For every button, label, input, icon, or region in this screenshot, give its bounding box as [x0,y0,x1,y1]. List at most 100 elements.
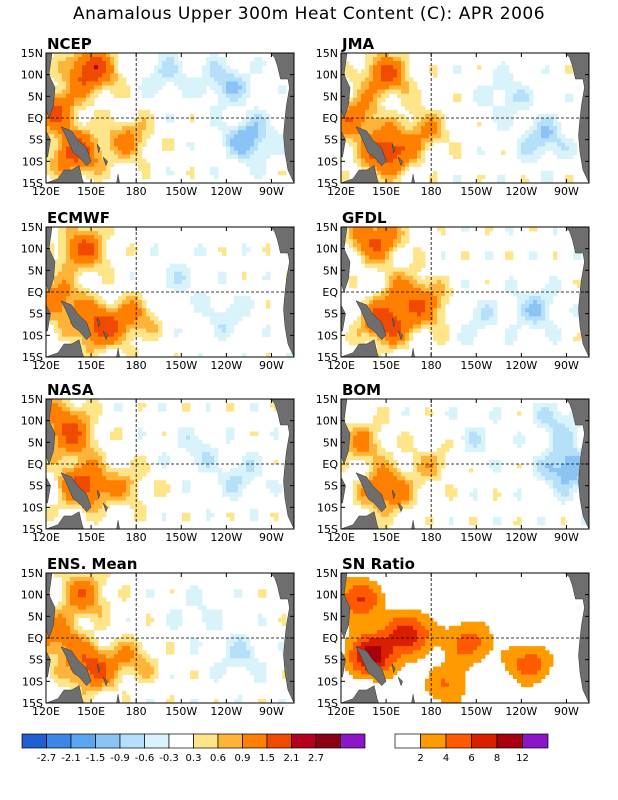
land-mass [341,130,346,158]
x-tick-label: 120W [210,705,242,718]
colorbar-swatch [445,733,472,749]
y-tick-label: 5S [324,654,338,667]
land-mass [391,317,396,327]
land-mass [269,399,294,529]
land-mass [46,476,51,504]
colorbar-swatch [21,733,47,749]
panel-title: SN Ratio [342,555,415,573]
land-mass [46,304,51,332]
y-tick-label: 15S [317,177,338,190]
y-tick-label: 15N [316,393,338,406]
y-tick-label: 15S [22,177,43,190]
y-tick-label: 15N [21,393,43,406]
land-mass [341,165,379,183]
land-mass [411,694,415,703]
land-mass [341,476,346,504]
x-tick-label: 120E [32,705,60,718]
land-mass [46,165,84,183]
y-tick-label: 10S [317,675,338,688]
panel-title: NCEP [47,35,92,53]
x-tick-label: 120E [32,531,60,544]
y-tick-label: EQ [322,458,338,471]
land-mass [391,489,396,499]
colorbar-label: 4 [443,753,449,764]
land-mass [564,399,589,529]
x-tick-label: 90W [259,359,284,372]
y-tick-label: 5S [29,134,43,147]
land-mass [60,126,92,167]
colorbar-snr: 2 4 6 8 12 [394,733,549,764]
land-mass [46,339,84,357]
x-tick-label: 150E [372,531,400,544]
y-tick-label: 15N [21,567,43,580]
land-mass [102,676,108,687]
land-mass [397,156,403,167]
y-tick-label: 5S [29,308,43,321]
land-mass [96,489,101,499]
x-tick-label: 150W [165,359,197,372]
colorbar-swatch [217,733,243,749]
y-tick-label: 5N [28,264,43,277]
y-tick-label: 5N [28,610,43,623]
y-tick-label: 10S [317,501,338,514]
land-mass [269,53,294,183]
x-tick-label: 180 [421,185,442,198]
x-tick-label: 150E [77,531,105,544]
land-mass [355,472,387,513]
land-mass [411,174,415,183]
y-tick-label: 10S [317,155,338,168]
panel-title: BOM [342,381,381,399]
figure-title: Anamalous Upper 300m Heat Content (C): A… [72,4,546,24]
land-mass [397,330,403,341]
x-tick-label: 150E [77,185,105,198]
land-mass [102,502,108,513]
x-tick-label: 120E [327,185,355,198]
colorbar-swatch [266,733,292,749]
x-tick-label: 120E [327,359,355,372]
land-mass [341,304,346,332]
colorbar-label: -0.3 [159,753,179,764]
y-tick-label: 5S [324,134,338,147]
land-mass [564,53,589,183]
land-mass [411,348,415,357]
land-mass [116,694,120,703]
land-mass [391,663,396,673]
panel-title: JMA [341,35,375,53]
x-tick-label: 150W [165,531,197,544]
land-mass [96,663,101,673]
colorbar-label: 0.3 [186,753,202,764]
land-mass [341,685,379,703]
colorbar-anomaly: -2.7 -2.1 -1.5 -0.9 -0.6 -0.3 0.3 0.6 0.9 1.5 2.1 2… [21,733,366,764]
land-mass [391,143,396,153]
y-tick-label: 15N [316,221,338,234]
land-mass [355,300,387,341]
colorbar-label: 12 [516,753,529,764]
x-tick-label: 150E [372,705,400,718]
y-tick-label: 10S [22,675,43,688]
colorbar-swatch [70,733,96,749]
y-tick-label: EQ [322,632,338,645]
x-tick-label: 120W [505,705,537,718]
x-tick-label: 150W [460,185,492,198]
land-mass [116,174,120,183]
land-mass [46,685,84,703]
y-tick-label: 15N [21,47,43,60]
x-tick-label: 120E [327,531,355,544]
land-mass [397,502,403,513]
x-tick-label: 180 [126,705,147,718]
colorbar-swatch [496,733,523,749]
x-tick-label: 90W [554,359,579,372]
x-tick-label: 120E [327,705,355,718]
x-tick-label: 180 [126,185,147,198]
colorbar-label: -2.7 [37,753,57,764]
colorbar-swatch [46,733,72,749]
colorbar-label: 1.5 [259,753,275,764]
colorbar-swatch [144,733,170,749]
x-tick-label: 90W [554,185,579,198]
y-tick-label: EQ [322,286,338,299]
x-tick-label: 180 [126,531,147,544]
